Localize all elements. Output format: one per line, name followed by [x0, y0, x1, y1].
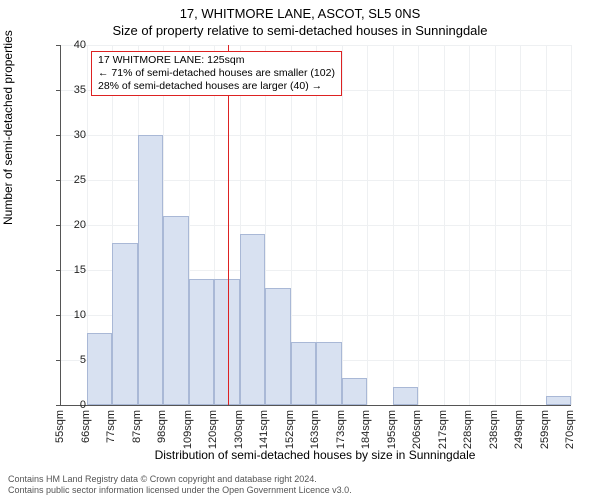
gridline-v [546, 45, 547, 405]
x-tick-label: 163sqm [309, 410, 321, 449]
plot-area: 17 WHITMORE LANE: 125sqm← 71% of semi-de… [60, 45, 571, 406]
x-tick-label: 120sqm [207, 410, 219, 449]
x-tick-label: 55sqm [54, 410, 66, 443]
gridline-v [342, 45, 343, 405]
x-tick-label: 130sqm [233, 410, 245, 449]
gridline-v [469, 45, 470, 405]
histogram-bar [291, 342, 317, 405]
histogram-bar [316, 342, 342, 405]
x-tick-label: 184sqm [360, 410, 372, 449]
y-tick-mark [56, 45, 60, 46]
x-tick-label: 66sqm [80, 410, 92, 443]
histogram-bar [393, 387, 419, 405]
histogram-bar [112, 243, 138, 405]
y-tick-label: 15 [58, 264, 86, 276]
y-tick-mark [56, 405, 60, 406]
x-tick-label: 259sqm [539, 410, 551, 449]
gridline-v [418, 45, 419, 405]
x-tick-label: 270sqm [564, 410, 576, 449]
histogram-bar [87, 333, 113, 405]
histogram-bar [163, 216, 189, 405]
y-tick-mark [56, 90, 60, 91]
gridline-v [367, 45, 368, 405]
histogram-bar [265, 288, 291, 405]
footer-attribution: Contains HM Land Registry data © Crown c… [8, 474, 352, 496]
gridline-v [444, 45, 445, 405]
histogram-bar [240, 234, 266, 405]
footer-line1: Contains HM Land Registry data © Crown c… [8, 474, 352, 485]
y-tick-mark [56, 270, 60, 271]
x-tick-label: 206sqm [411, 410, 423, 449]
y-axis-label: Number of semi-detached properties [1, 30, 15, 225]
x-tick-label: 195sqm [386, 410, 398, 449]
x-tick-label: 238sqm [488, 410, 500, 449]
y-tick-mark [56, 180, 60, 181]
y-tick-label: 10 [58, 309, 86, 321]
annotation-line1: 17 WHITMORE LANE: 125sqm [98, 54, 335, 67]
x-tick-label: 87sqm [131, 410, 143, 443]
reference-line [228, 45, 229, 405]
y-tick-label: 30 [58, 129, 86, 141]
x-tick-label: 77sqm [105, 410, 117, 443]
y-tick-label: 40 [58, 39, 86, 51]
gridline-v [571, 45, 572, 405]
x-tick-label: 152sqm [284, 410, 296, 449]
y-tick-mark [56, 360, 60, 361]
x-tick-label: 98sqm [156, 410, 168, 443]
chart-title-line2: Size of property relative to semi-detach… [0, 23, 600, 38]
histogram-bar [138, 135, 164, 405]
x-tick-label: 217sqm [437, 410, 449, 449]
gridline-v [495, 45, 496, 405]
x-tick-label: 173sqm [335, 410, 347, 449]
y-tick-mark [56, 315, 60, 316]
x-tick-label: 249sqm [513, 410, 525, 449]
histogram-bar [214, 279, 240, 405]
footer-line2: Contains public sector information licen… [8, 485, 352, 496]
histogram-bar [342, 378, 368, 405]
gridline-v [520, 45, 521, 405]
x-axis-label: Distribution of semi-detached houses by … [60, 448, 570, 462]
annotation-line2: ← 71% of semi-detached houses are smalle… [98, 67, 335, 80]
y-tick-label: 35 [58, 84, 86, 96]
y-tick-mark [56, 225, 60, 226]
histogram-bar [546, 396, 572, 405]
y-tick-label: 25 [58, 174, 86, 186]
annotation-box: 17 WHITMORE LANE: 125sqm← 71% of semi-de… [91, 51, 342, 96]
x-tick-label: 109sqm [182, 410, 194, 449]
annotation-line3: 28% of semi-detached houses are larger (… [98, 80, 335, 93]
y-tick-mark [56, 135, 60, 136]
gridline-v [393, 45, 394, 405]
y-tick-label: 5 [58, 354, 86, 366]
chart-title-line1: 17, WHITMORE LANE, ASCOT, SL5 0NS [0, 6, 600, 21]
histogram-bar [189, 279, 215, 405]
x-tick-label: 141sqm [258, 410, 270, 449]
x-tick-label: 228sqm [462, 410, 474, 449]
y-tick-label: 20 [58, 219, 86, 231]
